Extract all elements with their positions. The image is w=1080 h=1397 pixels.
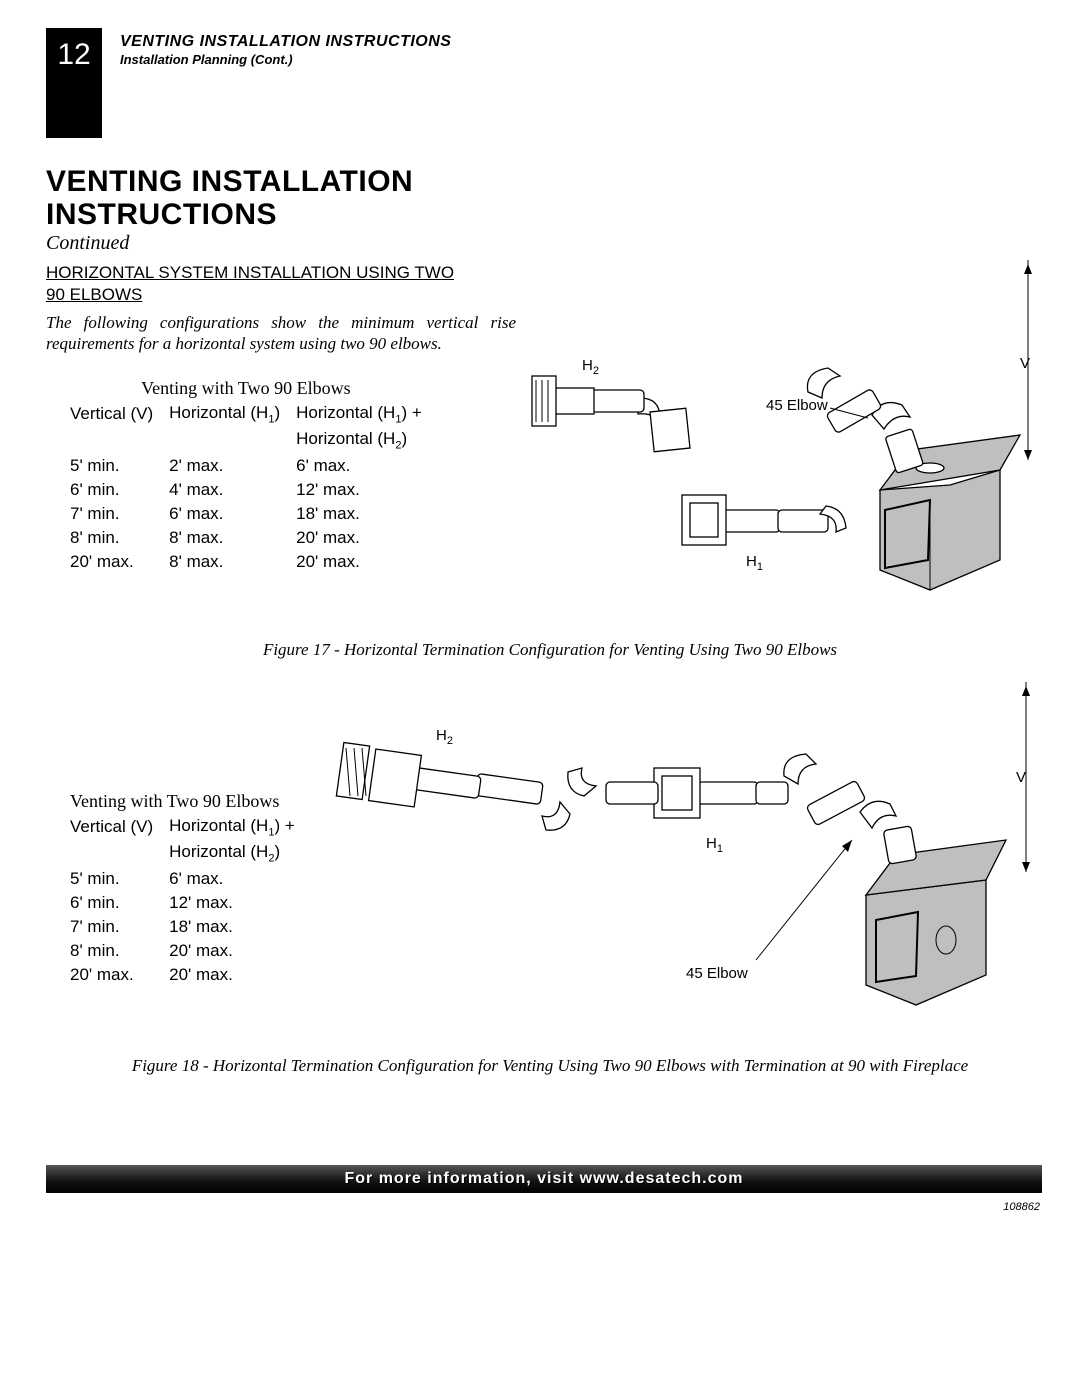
figure-18-diagram: 45 Elbow V H1 H2 <box>286 680 1046 1040</box>
table-row: 8' min.20' max. <box>70 940 309 962</box>
label-h2: H2 <box>582 357 599 377</box>
label-h1: H1 <box>746 553 763 573</box>
figure-17-diagram: V H2 H1 45 Elbow <box>530 260 1040 630</box>
figure-17-caption: Figure 17 - Horizontal Termination Confi… <box>60 640 1040 660</box>
table2-title: Venting with Two 90 Elbows <box>70 790 309 813</box>
table1-col-v: Vertical (V) <box>70 402 167 426</box>
table1-col-h2: Horizontal (H2) <box>296 428 436 452</box>
section-heading: HORIZONTAL SYSTEM INSTALLATION USING TWO… <box>46 262 476 306</box>
table-row: 6' min.12' max. <box>70 892 309 914</box>
intro-text: The following configurations show the mi… <box>46 312 516 355</box>
label-h1-2: H1 <box>706 835 723 855</box>
header-title: VENTING INSTALLATION INSTRUCTIONS <box>120 33 451 51</box>
table-row: 6' min.4' max.12' max. <box>70 479 436 501</box>
table2-col-v: Vertical (V) <box>70 815 167 839</box>
figure-18-caption: Figure 18 - Horizontal Termination Confi… <box>50 1056 1050 1076</box>
continued-label: Continued <box>46 232 129 255</box>
table-row: 8' min.8' max.20' max. <box>70 527 436 549</box>
label-h2-2: H2 <box>436 727 453 747</box>
main-title: VENTING INSTALLATION INSTRUCTIONS <box>46 165 476 231</box>
label-v: V <box>1020 355 1030 372</box>
label-45-elbow-2: 45 Elbow <box>686 965 748 982</box>
table-row: 5' min.6' max. <box>70 868 309 890</box>
table1-col-h1: Horizontal (H1) <box>169 402 294 426</box>
table1-col-h1h2: Horizontal (H1) + <box>296 402 436 426</box>
table-row: 7' min.6' max.18' max. <box>70 503 436 525</box>
table-1: Venting with Two 90 Elbows Vertical (V) … <box>68 375 438 575</box>
page-number-box: 12 <box>46 28 102 138</box>
table-row: 20' max.20' max. <box>70 964 309 986</box>
header-subtitle: Installation Planning (Cont.) <box>120 52 293 67</box>
table-row: 20' max.8' max.20' max. <box>70 551 436 573</box>
table-row: 7' min.18' max. <box>70 916 309 938</box>
table-2: Venting with Two 90 Elbows Vertical (V) … <box>68 788 311 988</box>
document-id: 108862 <box>1003 1201 1040 1213</box>
table-row: 5' min.2' max.6' max. <box>70 455 436 477</box>
table1-title: Venting with Two 90 Elbows <box>70 377 436 400</box>
footer-bar: For more information, visit www.desatech… <box>46 1165 1042 1193</box>
label-45-elbow: 45 Elbow <box>766 397 828 414</box>
page-number: 12 <box>46 38 102 72</box>
label-v-2: V <box>1016 769 1026 786</box>
